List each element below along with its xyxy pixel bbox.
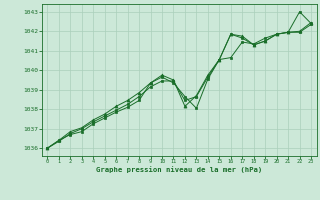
X-axis label: Graphe pression niveau de la mer (hPa): Graphe pression niveau de la mer (hPa) xyxy=(96,167,262,173)
